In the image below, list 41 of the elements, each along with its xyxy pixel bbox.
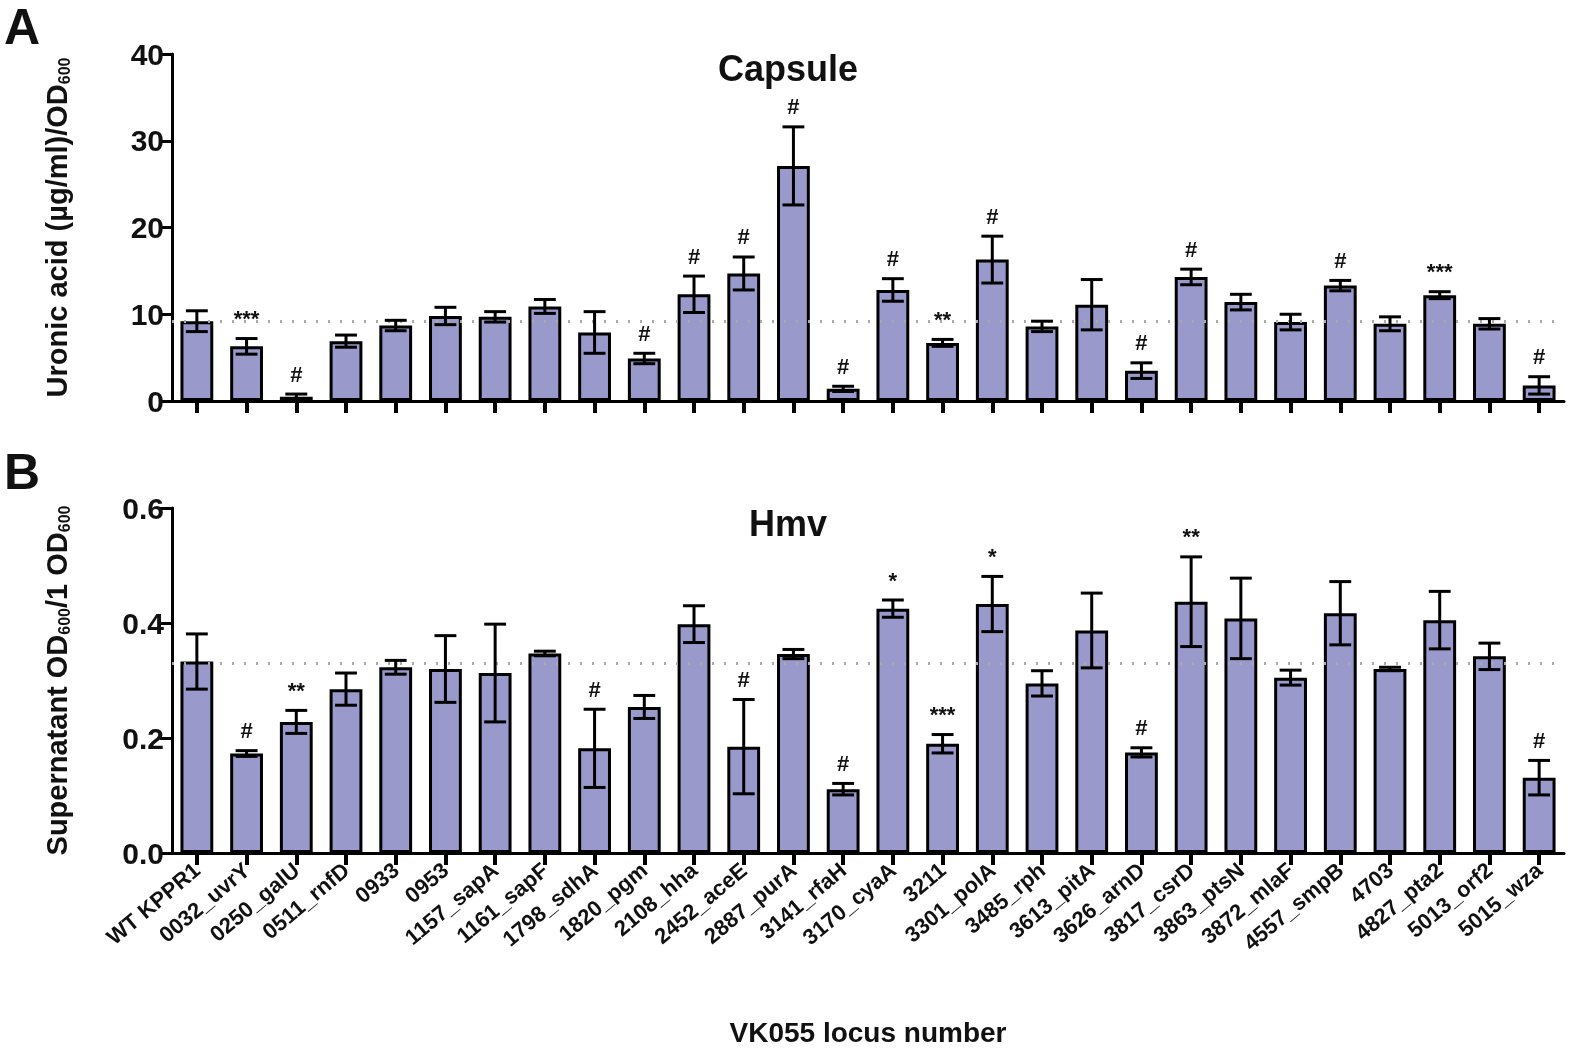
annotation: # bbox=[1185, 236, 1198, 262]
annotation: # bbox=[290, 361, 303, 387]
annotation: # bbox=[886, 246, 899, 272]
y-tick-label: 0.4 bbox=[122, 606, 165, 640]
annotation: * bbox=[888, 567, 898, 593]
y-tick-label: 0.6 bbox=[122, 491, 164, 525]
annotation: ** bbox=[934, 306, 952, 332]
annotation: ** bbox=[1182, 524, 1201, 550]
annotation: # bbox=[240, 718, 253, 744]
annotation: # bbox=[837, 353, 850, 379]
annotation: # bbox=[1334, 247, 1347, 273]
annotation: *** bbox=[929, 702, 956, 728]
annotation: # bbox=[687, 243, 701, 269]
annotation: # bbox=[1135, 330, 1148, 356]
chart-title: Hmv bbox=[748, 502, 828, 544]
annotation: # bbox=[787, 94, 800, 120]
annotation: # bbox=[638, 320, 651, 346]
annotation: *** bbox=[233, 306, 260, 332]
annotation: # bbox=[1533, 344, 1546, 370]
annotation: # bbox=[1533, 727, 1546, 753]
annotation: *** bbox=[1426, 259, 1453, 285]
annotation: # bbox=[837, 750, 850, 776]
chart-title: Capsule bbox=[717, 47, 859, 89]
annotation: # bbox=[588, 676, 601, 702]
y-tick-label: 40 bbox=[130, 37, 164, 71]
annotation: # bbox=[737, 666, 750, 692]
annotation: ** bbox=[287, 677, 306, 703]
y-tick-label: 20 bbox=[130, 211, 164, 244]
text: A bbox=[4, 0, 41, 55]
y-axis-title: Supernatant OD600/1 OD600 bbox=[41, 505, 73, 856]
annotation: # bbox=[986, 203, 999, 229]
annotation: # bbox=[737, 224, 750, 250]
text: B bbox=[4, 444, 41, 500]
annotation: # bbox=[1135, 715, 1148, 741]
x-axis-title: VK055 locus number bbox=[729, 1016, 1007, 1048]
y-tick-label: 30 bbox=[130, 124, 164, 158]
y-tick-label: 10 bbox=[130, 297, 164, 331]
y-axis-title: Uronic acid (µg/ml)/OD600 bbox=[41, 57, 73, 398]
y-tick-label: 0.2 bbox=[122, 721, 164, 755]
annotation: * bbox=[988, 543, 997, 569]
y-tick-label: 0 bbox=[147, 384, 164, 418]
